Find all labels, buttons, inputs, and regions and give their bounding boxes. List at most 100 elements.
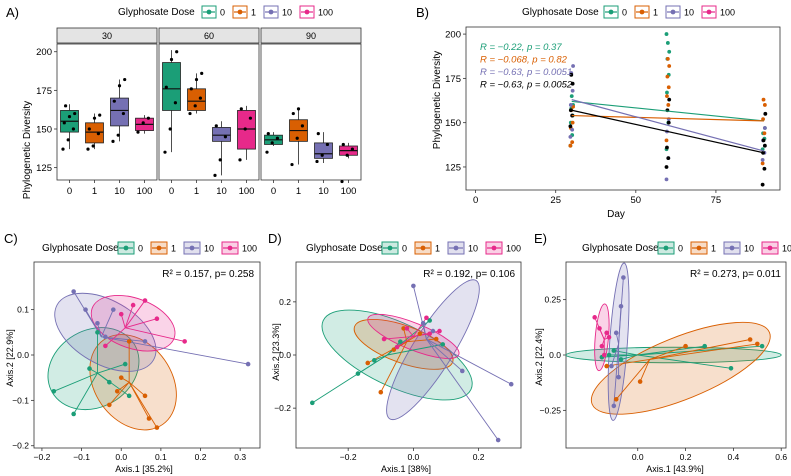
- panel-d-plot: −0.2 0.0 0.2 −0.2 0.0 0.2: [274, 261, 522, 462]
- y-tick-label-125: 125: [445, 162, 461, 173]
- box-point: [350, 147, 354, 151]
- scatter-point-black: [761, 138, 766, 143]
- ordination-point-0: [398, 339, 403, 345]
- legend-label-100: 100: [318, 8, 333, 18]
- ordination-point-0: [107, 379, 112, 385]
- ordination-point-100: [130, 302, 136, 308]
- x-tick-label: 0.0: [115, 452, 127, 462]
- x-tick-label-30-0: 0: [67, 186, 72, 197]
- legend-label-0: 0: [138, 244, 143, 254]
- y-tick-label: −0.2: [274, 403, 291, 413]
- box-point: [193, 104, 197, 108]
- box-point: [213, 173, 217, 177]
- spider-line-0: [637, 345, 705, 356]
- y-tick-label: 0.0: [17, 350, 29, 360]
- panel-b-legend-title: Glyphosate Dose: [522, 7, 599, 18]
- panel-e-stat: R² = 0.273, p= 0.011: [690, 269, 781, 280]
- y-tick-label: −0.2: [12, 441, 29, 451]
- ordination-point-0: [759, 343, 765, 349]
- ordination-point-10: [95, 320, 100, 326]
- scatter-point-0: [664, 32, 669, 36]
- box-point: [92, 116, 97, 120]
- ordination-point-100: [381, 336, 387, 342]
- legend-key-dot-10: [453, 245, 459, 251]
- box-60-0: [162, 62, 181, 111]
- x-tick-label-90-10: 10: [318, 186, 329, 197]
- ordination-point-100: [604, 330, 609, 336]
- ordination-point-100: [606, 334, 612, 340]
- annotation-0: R = −0.22, p = 0.37: [480, 42, 562, 53]
- legend-key-10: [263, 5, 279, 19]
- box-point: [146, 116, 150, 120]
- x-tick-label-60-0: 0: [169, 186, 174, 197]
- ordination-point-10: [616, 374, 621, 380]
- ordination-point-1: [683, 343, 688, 349]
- spider-line-1: [128, 381, 158, 428]
- facet-panel-30: [56, 43, 158, 181]
- box-point: [189, 87, 193, 91]
- ordination-point-1: [378, 389, 384, 395]
- legend-key-dot-10: [670, 9, 676, 15]
- box-point: [270, 141, 274, 145]
- ordination-point-1: [114, 388, 120, 394]
- panel-d-y-label: Axis.2 [23.3%]: [271, 323, 281, 381]
- x-tick-label: 0.1: [155, 452, 167, 462]
- ellipse-1: [590, 321, 771, 415]
- legend-label-100: 100: [782, 244, 791, 254]
- ordination-point-10: [420, 320, 426, 326]
- panel-c-y-label: Axis.2 [22.9%]: [5, 329, 15, 387]
- y-tick-label: −0.25: [539, 405, 561, 415]
- spider-line-10: [611, 343, 620, 367]
- ordination-point-10: [618, 303, 624, 309]
- panel-b-x-label: Day: [607, 209, 625, 220]
- spider-line-10: [613, 343, 620, 406]
- scatter-point-1: [666, 103, 671, 107]
- spider-line-100: [124, 304, 134, 328]
- ordination-point-100: [404, 326, 410, 331]
- scatter-point-black: [763, 111, 768, 116]
- legend-key-1: [634, 5, 650, 19]
- y-tick-label: 0.25: [544, 295, 561, 305]
- ordination-point-0: [122, 361, 128, 367]
- legend-key-dot-1: [420, 245, 426, 251]
- legend-label-0: 0: [678, 244, 683, 254]
- ordination-point-10: [142, 339, 148, 344]
- y-tick-label-200: 200: [36, 47, 52, 58]
- ordination-point-1: [747, 337, 753, 342]
- scatter-point-black: [665, 145, 669, 150]
- box-point: [325, 142, 329, 147]
- box-point: [218, 158, 222, 162]
- spider-line-0: [357, 354, 388, 374]
- legend-key-100: [701, 5, 717, 19]
- ordination-point-10: [609, 363, 614, 369]
- panel-a-legend-title: Glyphosate Dose: [118, 7, 195, 18]
- y-tick-label-150: 150: [445, 118, 461, 129]
- legend-key-0: [603, 5, 619, 19]
- legend-label-1: 1: [653, 8, 658, 18]
- scatter-point-1: [761, 117, 765, 122]
- legend-label-10: 10: [684, 8, 694, 18]
- panel-e-legend: 0 1 10 100: [657, 241, 791, 255]
- box-point: [300, 124, 304, 128]
- panel-c-stat: R² = 0.157, p= 0.258: [162, 269, 254, 280]
- spider-line-100: [120, 314, 126, 328]
- ordination-point-1: [391, 347, 397, 352]
- box-point: [111, 139, 115, 143]
- legend-key-10: [665, 5, 681, 19]
- spider-line-1: [639, 359, 651, 382]
- scatter-point-black: [568, 124, 573, 129]
- x-tick-label-60-1: 1: [194, 186, 199, 197]
- spider-line-10: [101, 336, 146, 342]
- box-point: [96, 132, 100, 136]
- scatter-point-10: [664, 177, 669, 182]
- box-point: [198, 96, 202, 100]
- x-tick-label: 0.3: [234, 452, 246, 462]
- panel-d-legend-title: Glyphosate Dose: [306, 243, 383, 254]
- spider-line-1: [406, 338, 437, 343]
- x-tick-label-30-100: 100: [137, 186, 153, 197]
- legend-label-1: 1: [711, 244, 716, 254]
- box-point: [67, 115, 72, 119]
- legend-key-dot-0: [123, 245, 129, 251]
- spider-line-100: [105, 327, 126, 347]
